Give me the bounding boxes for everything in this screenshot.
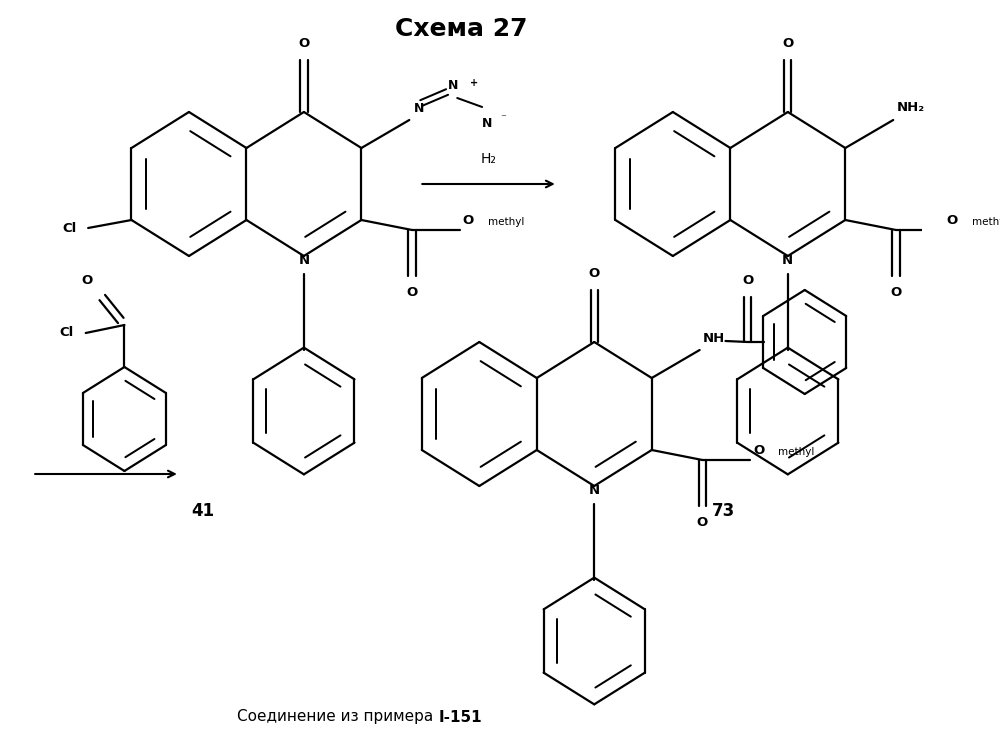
Text: O: O bbox=[753, 444, 764, 457]
Text: ⁻: ⁻ bbox=[501, 113, 506, 123]
Text: Схема 27: Схема 27 bbox=[395, 17, 527, 41]
Text: O: O bbox=[463, 214, 474, 227]
Text: N: N bbox=[482, 117, 492, 130]
Text: N: N bbox=[782, 254, 793, 267]
Text: O: O bbox=[82, 274, 93, 287]
Text: O: O bbox=[406, 286, 418, 299]
Text: Cl: Cl bbox=[59, 327, 74, 339]
Text: Соединение из примера: Соединение из примера bbox=[237, 709, 438, 724]
Text: N: N bbox=[589, 484, 600, 497]
Text: methyl: methyl bbox=[488, 217, 524, 227]
Text: 73: 73 bbox=[712, 503, 735, 521]
Text: methyl: methyl bbox=[778, 447, 814, 457]
Text: +: + bbox=[470, 78, 478, 88]
Text: NH₂: NH₂ bbox=[897, 101, 925, 114]
Text: O: O bbox=[742, 274, 753, 287]
Text: O: O bbox=[298, 37, 310, 50]
Text: O: O bbox=[697, 516, 708, 529]
Text: O: O bbox=[782, 37, 793, 50]
Text: Cl: Cl bbox=[62, 222, 76, 234]
Text: O: O bbox=[890, 286, 902, 299]
Text: methyl: methyl bbox=[972, 217, 1000, 227]
Text: N: N bbox=[414, 102, 424, 115]
Text: N: N bbox=[448, 79, 458, 92]
Text: 41: 41 bbox=[191, 503, 214, 521]
Text: N: N bbox=[298, 254, 309, 267]
Text: NH: NH bbox=[702, 332, 725, 345]
Text: I-151: I-151 bbox=[439, 709, 482, 724]
Text: O: O bbox=[947, 214, 958, 227]
Text: H₂: H₂ bbox=[481, 152, 496, 166]
Text: O: O bbox=[589, 267, 600, 280]
